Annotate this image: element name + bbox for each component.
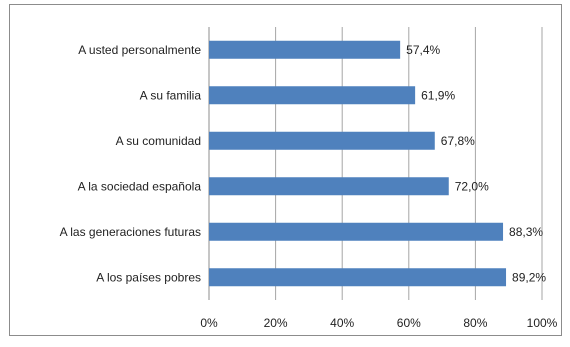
data-label: 61,9%: [421, 88, 455, 102]
bar: [209, 177, 449, 196]
x-tick-label: 80%: [463, 316, 487, 330]
category-label: A la sociedad española: [78, 179, 202, 193]
bar: [209, 222, 504, 241]
bar-chart: 0% 20% 40% 60% 80% 100% A usted personalmente 5…: [60, 27, 558, 330]
gridlines: [208, 27, 543, 300]
x-tick-label: 100%: [527, 316, 558, 330]
data-label: 89,2%: [512, 270, 546, 284]
data-label: 57,4%: [406, 43, 440, 57]
bar: [209, 86, 416, 105]
data-label: 67,8%: [441, 134, 475, 148]
bar: [209, 131, 435, 150]
x-tick-label: 0%: [200, 316, 218, 330]
x-tick-label: 20%: [264, 316, 288, 330]
chart-frame: 0% 20% 40% 60% 80% 100% A usted personalmente 5…: [9, 4, 562, 336]
data-label: 88,3%: [509, 225, 543, 239]
category-label: A su familia: [140, 88, 202, 102]
bars: [209, 40, 507, 287]
labels: 0% 20% 40% 60% 80% 100% A usted personalmente 5…: [60, 43, 558, 330]
data-label: 72,0%: [455, 179, 489, 193]
x-tick-label: 60%: [397, 316, 421, 330]
x-tick-label: 40%: [330, 316, 354, 330]
bar: [209, 268, 507, 287]
category-label: A los países pobres: [96, 270, 201, 284]
category-label: A las generaciones futuras: [60, 225, 201, 239]
category-label: A su comunidad: [116, 134, 201, 148]
category-label: A usted personalmente: [78, 43, 201, 57]
bar: [209, 40, 401, 59]
